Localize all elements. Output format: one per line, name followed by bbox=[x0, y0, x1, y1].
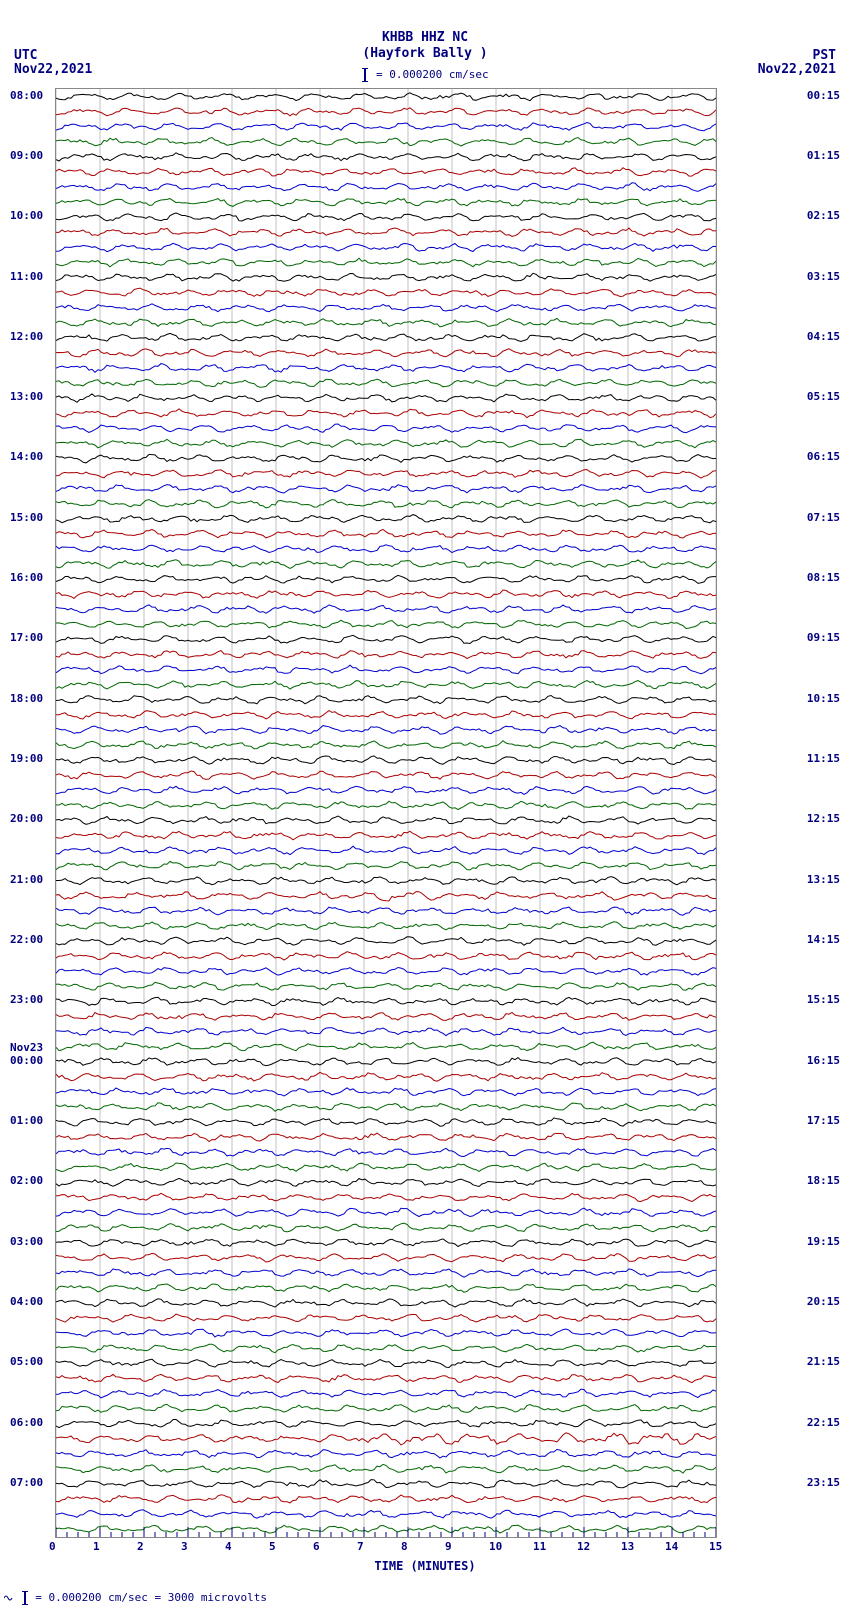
left-hour-label: 11:00 bbox=[10, 270, 43, 283]
left-hour-label: 22:00 bbox=[10, 933, 43, 946]
footer-wave-icon bbox=[4, 1592, 14, 1604]
seismogram-plot bbox=[55, 88, 717, 1538]
right-hour-label: 20:15 bbox=[807, 1295, 840, 1308]
x-axis-label: TIME (MINUTES) bbox=[0, 1559, 850, 1573]
left-date: Nov22,2021 bbox=[14, 62, 92, 77]
left-hour-label: 05:00 bbox=[10, 1355, 43, 1368]
x-tick-label: 4 bbox=[225, 1540, 232, 1553]
right-hour-label: 08:15 bbox=[807, 571, 840, 584]
right-hour-label: 22:15 bbox=[807, 1416, 840, 1429]
station-name: (Hayfork Bally ) bbox=[0, 46, 850, 61]
right-hour-label: 00:15 bbox=[807, 89, 840, 102]
left-hour-label: 01:00 bbox=[10, 1114, 43, 1127]
x-tick-label: 12 bbox=[577, 1540, 590, 1553]
left-hour-label: 16:00 bbox=[10, 571, 43, 584]
left-hour-label: 17:00 bbox=[10, 631, 43, 644]
left-hour-label: 08:00 bbox=[10, 89, 43, 102]
right-hour-label: 11:15 bbox=[807, 752, 840, 765]
x-tick-label: 15 bbox=[709, 1540, 722, 1553]
right-hour-label: 06:15 bbox=[807, 450, 840, 463]
right-hour-label: 23:15 bbox=[807, 1476, 840, 1489]
right-hour-label: 15:15 bbox=[807, 993, 840, 1006]
x-tick-label: 0 bbox=[49, 1540, 56, 1553]
left-date-midlabel: Nov23 bbox=[10, 1041, 43, 1054]
station-code: KHBB HHZ NC bbox=[0, 30, 850, 45]
scale-bar-icon bbox=[364, 68, 366, 82]
right-hour-label: 01:15 bbox=[807, 149, 840, 162]
right-hour-label: 17:15 bbox=[807, 1114, 840, 1127]
scale-indicator-bottom: = 0.000200 cm/sec = 3000 microvolts bbox=[4, 1591, 267, 1605]
x-tick-label: 14 bbox=[665, 1540, 678, 1553]
left-hour-label: 23:00 bbox=[10, 993, 43, 1006]
left-hour-label: 15:00 bbox=[10, 511, 43, 524]
right-hour-label: 09:15 bbox=[807, 631, 840, 644]
left-hour-label: 13:00 bbox=[10, 390, 43, 403]
scale-indicator-top: = 0.000200 cm/sec bbox=[0, 68, 850, 82]
right-hour-label: 10:15 bbox=[807, 692, 840, 705]
x-tick-label: 11 bbox=[533, 1540, 546, 1553]
right-hour-label: 02:15 bbox=[807, 209, 840, 222]
right-hour-label: 14:15 bbox=[807, 933, 840, 946]
right-hour-label: 04:15 bbox=[807, 330, 840, 343]
x-tick-label: 13 bbox=[621, 1540, 634, 1553]
left-hour-label: 20:00 bbox=[10, 812, 43, 825]
left-hour-label: 14:00 bbox=[10, 450, 43, 463]
left-hour-label: 06:00 bbox=[10, 1416, 43, 1429]
x-tick-label: 7 bbox=[357, 1540, 364, 1553]
left-hour-label: 10:00 bbox=[10, 209, 43, 222]
left-hour-label: 19:00 bbox=[10, 752, 43, 765]
right-hour-label: 13:15 bbox=[807, 873, 840, 886]
left-hour-label: 12:00 bbox=[10, 330, 43, 343]
left-hour-label: 04:00 bbox=[10, 1295, 43, 1308]
x-tick-label: 1 bbox=[93, 1540, 100, 1553]
right-timezone: PST bbox=[813, 48, 836, 63]
right-hour-label: 07:15 bbox=[807, 511, 840, 524]
x-tick-label: 6 bbox=[313, 1540, 320, 1553]
x-tick-label: 3 bbox=[181, 1540, 188, 1553]
x-tick-label: 10 bbox=[489, 1540, 502, 1553]
right-hour-label: 05:15 bbox=[807, 390, 840, 403]
left-timezone: UTC bbox=[14, 48, 37, 63]
x-tick-label: 9 bbox=[445, 1540, 452, 1553]
left-hour-label: 03:00 bbox=[10, 1235, 43, 1248]
left-hour-label: 02:00 bbox=[10, 1174, 43, 1187]
x-tick-label: 8 bbox=[401, 1540, 408, 1553]
left-hour-label: 21:00 bbox=[10, 873, 43, 886]
left-hour-label: 00:00 bbox=[10, 1054, 43, 1067]
right-hour-label: 16:15 bbox=[807, 1054, 840, 1067]
x-tick-label: 5 bbox=[269, 1540, 276, 1553]
seismogram-container: KHBB HHZ NC (Hayfork Bally ) = 0.000200 … bbox=[0, 0, 850, 1613]
right-hour-label: 21:15 bbox=[807, 1355, 840, 1368]
right-date: Nov22,2021 bbox=[758, 62, 836, 77]
x-tick-label: 2 bbox=[137, 1540, 144, 1553]
right-hour-label: 18:15 bbox=[807, 1174, 840, 1187]
scale-bar-icon bbox=[24, 1591, 26, 1605]
scale-top-text: = 0.000200 cm/sec bbox=[376, 68, 489, 81]
left-hour-label: 09:00 bbox=[10, 149, 43, 162]
scale-bottom-text: = 0.000200 cm/sec = 3000 microvolts bbox=[35, 1591, 267, 1604]
left-hour-label: 18:00 bbox=[10, 692, 43, 705]
left-hour-label: 07:00 bbox=[10, 1476, 43, 1489]
right-hour-label: 19:15 bbox=[807, 1235, 840, 1248]
right-hour-label: 03:15 bbox=[807, 270, 840, 283]
right-hour-label: 12:15 bbox=[807, 812, 840, 825]
